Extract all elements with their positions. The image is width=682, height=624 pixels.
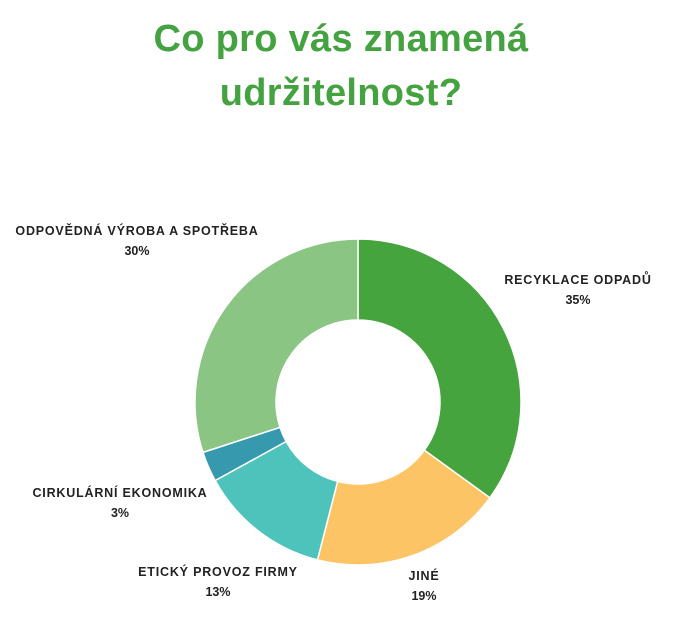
slice-5 [194,238,359,454]
slice-3-value: 13% [205,585,230,599]
slice-3-label: ETICKÝ PROVOZ FIRMY [138,564,298,579]
chart-title-line-1: Co pro vás znamená [153,18,529,60]
chart-title-line-2: udržitelnost? [219,72,463,114]
slice-labels: RECYKLACE ODPADŮ 35% JINÉ 19% ETICKÝ PROVOZ … [15,223,651,603]
donut-slices [194,238,522,566]
slice-5-value: 30% [124,244,149,258]
slice-2-label: JINÉ [409,568,440,583]
slice-4-label: CIRKULÁRNÍ EKONOMIKA [32,485,207,500]
slice-4-value: 3% [111,506,129,520]
slice-1 [357,238,522,499]
chart-title: Co pro vás znamená udržitelnost? [0,12,682,120]
slice-1-value: 35% [565,293,590,307]
slice-5-label: ODPOVĚDNÁ VÝROBA A SPOTŘEBA [15,223,258,238]
slice-2-value: 19% [411,589,436,603]
slice-2 [316,449,491,566]
slice-1-label: RECYKLACE ODPADŮ [504,271,651,287]
